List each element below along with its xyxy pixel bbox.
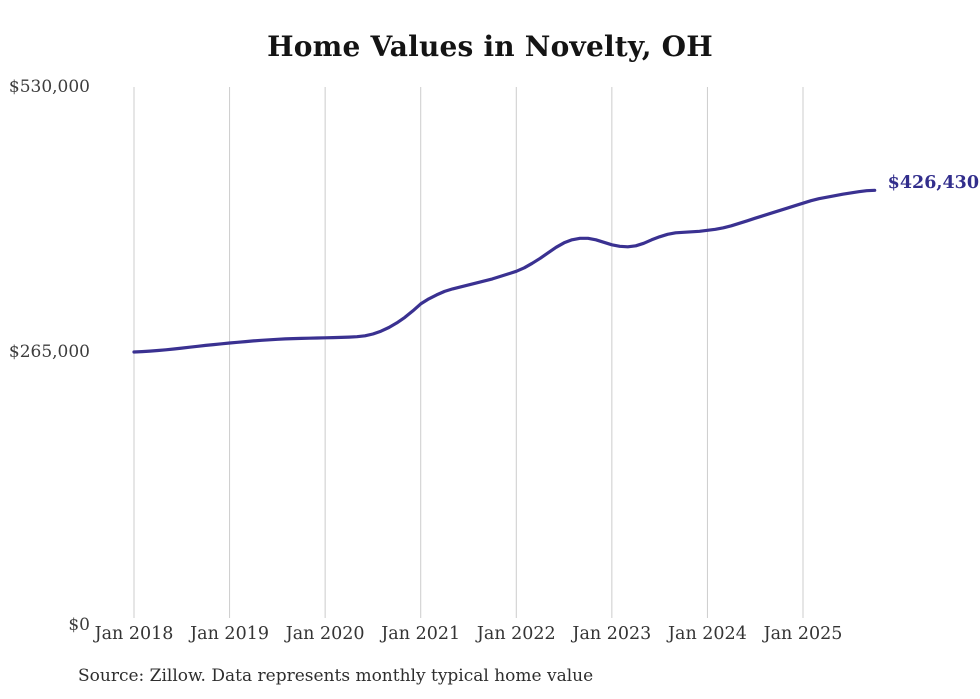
x-tick-label: Jan 2018: [94, 624, 174, 644]
source-note: Source: Zillow. Data represents monthly …: [78, 666, 594, 686]
x-tick-label: Jan 2020: [285, 624, 365, 644]
y-tick-label: $0: [68, 614, 90, 635]
x-tick-label: Jan 2019: [190, 624, 269, 644]
x-tick-label: Jan 2021: [381, 624, 461, 644]
x-tick-label: Jan 2022: [476, 624, 556, 644]
x-tick-label: Jan 2023: [572, 624, 652, 644]
home-value-line: [132, 188, 877, 354]
chart-title: Home Values in Novelty, OH: [267, 30, 713, 63]
y-tick-label: $265,000: [8, 342, 90, 362]
x-tick-label: Jan 2024: [668, 624, 747, 644]
latest-value-label: $426,430: [887, 173, 979, 194]
y-tick-label: $530,000: [8, 76, 90, 97]
x-tick-label: Jan 2025: [763, 624, 843, 644]
